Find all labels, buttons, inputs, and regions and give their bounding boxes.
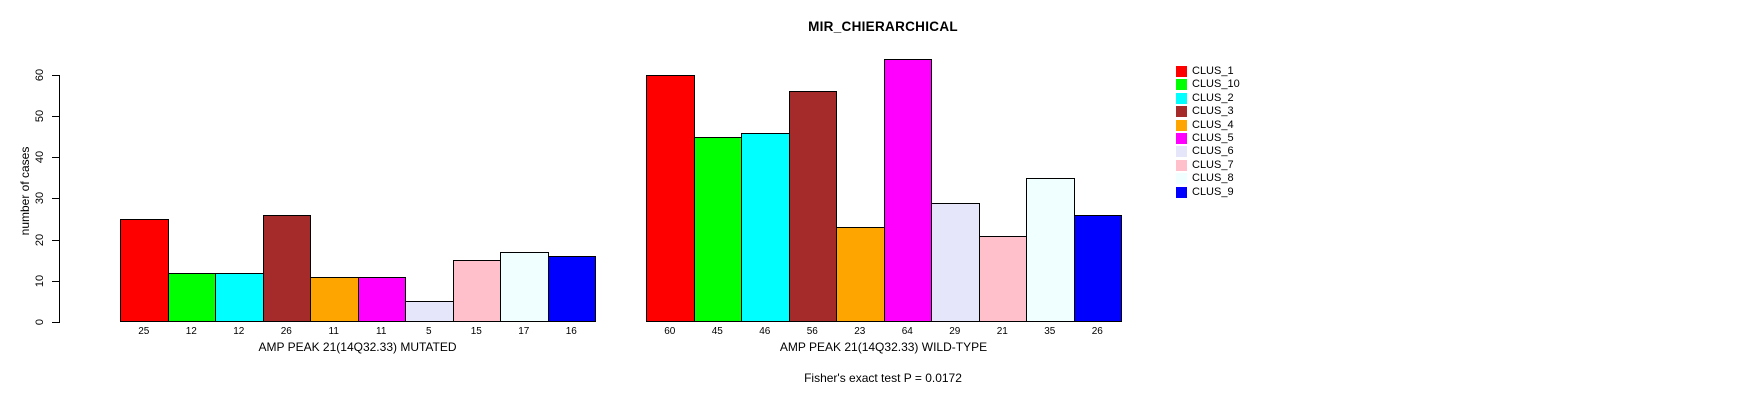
bar-CLUS_6 <box>931 202 980 322</box>
legend-swatch-CLUS_9 <box>1176 186 1187 198</box>
bar-CLUS_5 <box>357 276 406 322</box>
bar-value-label: 12 <box>233 326 245 337</box>
bar-CLUS_7 <box>452 260 501 322</box>
legend-label-CLUS_8: CLUS_8 <box>1192 172 1234 185</box>
x-axis-label: AMP PEAK 21(14Q32.33) MUTATED <box>258 340 457 354</box>
bar-value-label: 11 <box>376 326 387 337</box>
bar-CLUS_4 <box>310 276 359 322</box>
y-tick-mark <box>52 116 60 118</box>
bar-CLUS_9 <box>547 256 596 322</box>
bar-value-label: 16 <box>565 326 577 337</box>
y-tick-mark <box>52 322 60 323</box>
bar-value-label: 26 <box>280 326 292 337</box>
bar-value-label: 45 <box>711 326 723 337</box>
bar-value-label: 64 <box>901 326 913 337</box>
legend-swatch-CLUS_5 <box>1176 133 1187 144</box>
y-tick-mark <box>52 239 60 241</box>
y-tick-mark <box>52 280 60 282</box>
legend-label-CLUS_7: CLUS_7 <box>1192 158 1234 171</box>
bar-value-label: 5 <box>425 326 432 337</box>
legend-swatch-CLUS_1 <box>1176 66 1187 77</box>
fisher-test-caption: Fisher's exact test P = 0.0172 <box>804 371 962 385</box>
y-tick-mark <box>52 157 60 159</box>
bar-value-label: 21 <box>996 326 1008 337</box>
bar-CLUS_3 <box>788 91 837 322</box>
legend-swatch-CLUS_4 <box>1176 119 1187 131</box>
bar-CLUS_2 <box>215 272 264 322</box>
bar-value-label: 46 <box>759 326 771 337</box>
bar-CLUS_8 <box>500 252 549 322</box>
bar-value-label: 12 <box>185 326 197 337</box>
legend-label-CLUS_6: CLUS_6 <box>1192 145 1234 158</box>
bar-value-label: 15 <box>470 326 482 337</box>
bar-CLUS_1 <box>646 74 695 322</box>
bar-value-label: 35 <box>1044 326 1056 337</box>
legend-label-CLUS_3: CLUS_3 <box>1192 105 1234 118</box>
bar-value-label: 26 <box>1091 326 1103 337</box>
legend-swatch-CLUS_10 <box>1176 79 1187 91</box>
legend-swatch-CLUS_8 <box>1176 173 1187 185</box>
legend-swatch-CLUS_6 <box>1176 146 1187 158</box>
y-tick-mark <box>52 198 60 200</box>
legend-swatch-CLUS_7 <box>1176 159 1187 171</box>
legend-label-CLUS_9: CLUS_9 <box>1192 185 1234 198</box>
legend-swatch-CLUS_3 <box>1176 106 1187 118</box>
bar-value-label: 25 <box>138 326 150 337</box>
legend-label-CLUS_10: CLUS_10 <box>1192 78 1240 91</box>
bar-value-label: 17 <box>518 326 530 337</box>
bar-CLUS_10 <box>693 136 742 322</box>
bar-value-label: 56 <box>806 326 818 337</box>
legend-swatch-CLUS_2 <box>1176 92 1187 104</box>
bar-value-label: 60 <box>664 326 676 337</box>
bar-CLUS_5 <box>883 58 932 322</box>
legend-label-CLUS_2: CLUS_2 <box>1192 91 1234 104</box>
y-tick-mark <box>52 74 60 76</box>
bar-CLUS_1 <box>120 219 169 322</box>
bar-value-label: 29 <box>949 326 961 337</box>
bar-CLUS_4 <box>836 227 885 322</box>
bar-value-label: 11 <box>328 326 339 337</box>
legend-label-CLUS_1: CLUS_1 <box>1192 65 1234 77</box>
x-axis-label: AMP PEAK 21(14Q32.33) WILD-TYPE <box>779 340 988 354</box>
bar-CLUS_9 <box>1073 214 1122 322</box>
bar-CLUS_3 <box>262 214 311 322</box>
chart-title: MIR_CHIERARCHICAL <box>808 19 958 34</box>
legend-label-CLUS_4: CLUS_4 <box>1192 118 1234 131</box>
bar-value-label: 23 <box>854 326 866 337</box>
legend-label-CLUS_5: CLUS_5 <box>1192 132 1234 144</box>
